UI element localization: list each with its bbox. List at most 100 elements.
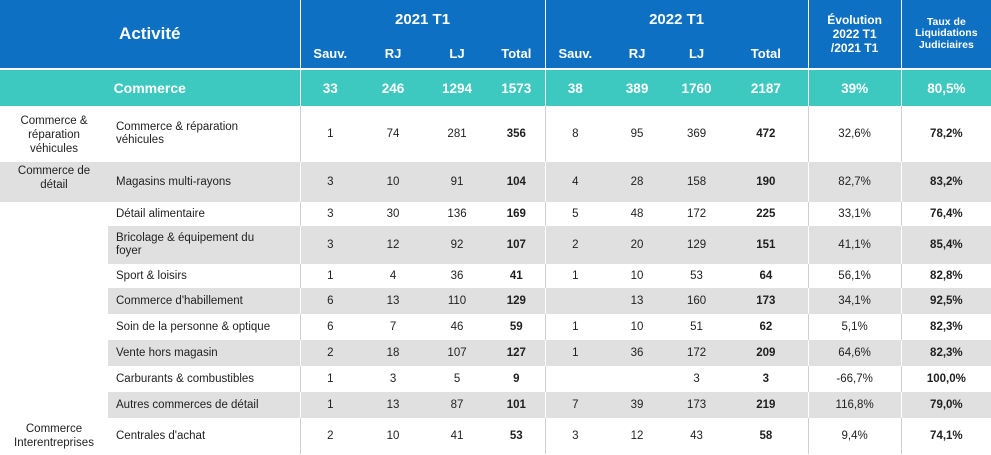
cell-lj-2021: 36: [450, 270, 464, 282]
total-rj-2021: 246: [360, 68, 427, 106]
cell-evolution: 32,6%: [807, 106, 902, 162]
category-commerce-detail: Commerce de détail: [0, 162, 108, 202]
subcategory-label: Bricolage & équipement du foyer: [108, 226, 301, 264]
cell-sauv-2021: 2: [299, 418, 361, 454]
header-sauv-2022: Sauv.: [544, 38, 606, 69]
total-lj-2021: 1294: [426, 68, 489, 106]
cell-rj-2022: 36: [605, 340, 670, 366]
category-empty: [0, 288, 108, 314]
cell-rj-2021: 3: [389, 373, 397, 385]
total-total-2022: 2187: [724, 68, 809, 106]
cell-taux: 82,3%: [900, 340, 991, 366]
cell-sauv-2021: 2: [299, 340, 361, 366]
total-taux: 80,5%: [900, 68, 991, 106]
cell-taux: 79,0%: [900, 392, 991, 418]
cell-rj-2021: 10: [360, 162, 427, 202]
cell-lj-2022: 173: [669, 392, 725, 418]
cell-lj-2022: 158: [669, 162, 725, 202]
cell-lj-2021: 41: [450, 430, 464, 442]
header-total-2022: Total: [750, 45, 781, 61]
cell-rj-2021: 10: [386, 430, 400, 442]
cell-taux: 82,8%: [900, 264, 991, 288]
cell-rj-2021: 30: [386, 208, 400, 220]
cell-sauv-2022: 4: [544, 162, 606, 202]
table-row: Commerce d'habillement 6 13 110 129 13 1…: [0, 288, 991, 314]
cell-rj-2021: 18: [360, 340, 427, 366]
cell-lj-2022: 172: [686, 208, 707, 220]
category-commerce-interentreprises: Commerce Interentreprises: [14, 423, 94, 449]
cell-sauv-2022: [544, 288, 606, 314]
cell-lj-2021: 87: [426, 392, 489, 418]
header-rj-2021: RJ: [384, 45, 402, 61]
table-row: Sport & loisirs 1 4 36 41 1 10 53 64 56,…: [0, 264, 991, 288]
cell-total-2022: 190: [724, 162, 809, 202]
cell-evolution: 116,8%: [807, 392, 902, 418]
cell-lj-2021: 110: [426, 288, 489, 314]
cell-lj-2021: 92: [426, 226, 489, 264]
cell-sauv-2022: 7: [544, 392, 606, 418]
cell-rj-2022: 10: [630, 270, 644, 282]
cell-lj-2021: 136: [447, 208, 467, 220]
header-year-2022: 2022 T1: [544, 0, 809, 38]
cell-evolution: 5,1%: [807, 314, 902, 340]
cell-rj-2021: 74: [386, 128, 400, 140]
cell-rj-2022: 48: [630, 208, 644, 220]
cell-rj-2021: 7: [389, 321, 397, 333]
category-empty: [0, 226, 108, 264]
cell-lj-2022: 53: [690, 270, 703, 282]
cell-total-2022: 173: [724, 288, 809, 314]
total-row: Commerce 33 246 1294 1573 38 389 1760 21…: [0, 68, 991, 106]
header-sauv-2021: Sauv.: [299, 38, 361, 69]
cell-evolution: 34,1%: [807, 288, 902, 314]
cell-sauv-2022: 3: [544, 418, 606, 454]
cell-total-2021: 107: [488, 226, 546, 264]
subcategory-label: Commerce & réparation véhicules: [116, 121, 239, 146]
cell-taux: 85,4%: [900, 226, 991, 264]
cell-rj-2022: [605, 366, 669, 392]
cell-sauv-2022: 5: [544, 202, 606, 226]
cell-lj-2021: 5: [453, 373, 461, 385]
cell-lj-2022: 51: [690, 321, 703, 333]
cell-total-2021: 104: [488, 162, 546, 202]
cell-rj-2022: 20: [605, 226, 670, 264]
total-lj-2022: 1760: [669, 68, 725, 106]
header-year-2021: 2021 T1: [299, 0, 546, 38]
header-rj-2022: RJ: [628, 45, 646, 61]
table-row: Soin de la personne & optique 6 7 46 59 …: [0, 314, 991, 340]
cell-lj-2022: 3: [693, 373, 700, 385]
cell-evolution: 9,4%: [807, 418, 902, 454]
total-sauv-2022: 38: [544, 68, 606, 106]
table-row: Commerce & réparation véhicules Commerce…: [0, 106, 991, 162]
cell-rj-2021: 4: [389, 270, 397, 282]
table-row: Bricolage & équipement du foyer 3 12 92 …: [0, 226, 991, 264]
category-empty: [0, 392, 108, 418]
table-row: Détail alimentaire 3 30 136 169 5 48 172…: [0, 202, 991, 226]
cell-total-2021: 59: [509, 321, 523, 333]
header-total-2021: Total: [501, 45, 532, 61]
subcategory-label: Centrales d'achat: [116, 429, 206, 442]
category-empty: [0, 264, 108, 288]
cell-sauv-2022: 8: [544, 106, 606, 162]
cell-taux: 76,4%: [900, 202, 991, 226]
cell-sauv-2021: 1: [299, 264, 361, 288]
cell-total-2022: 3: [762, 373, 770, 385]
subcategory-label: Autres commerces de détail: [108, 392, 301, 418]
cell-lj-2022: 369: [686, 128, 707, 140]
cell-total-2022: 225: [756, 208, 776, 220]
category-empty: [0, 314, 108, 340]
cell-rj-2022: 28: [605, 162, 670, 202]
cell-sauv-2022: 1: [544, 264, 606, 288]
category-empty: [0, 340, 108, 366]
cell-total-2021: 169: [506, 208, 526, 220]
table-row: Commerce Interentreprises Centrales d'ac…: [0, 418, 991, 454]
cell-rj-2022: 13: [605, 288, 670, 314]
cell-total-2022: 219: [724, 392, 809, 418]
cell-total-2022: 151: [724, 226, 809, 264]
cell-evolution: 33,1%: [807, 202, 902, 226]
header-taux: Taux de Liquidations Judiciaires: [900, 0, 991, 69]
cell-lj-2021: 46: [450, 321, 464, 333]
cell-rj-2022: 10: [630, 321, 644, 333]
cell-rj-2022: 95: [630, 128, 644, 140]
total-evolution: 39%: [807, 68, 902, 106]
